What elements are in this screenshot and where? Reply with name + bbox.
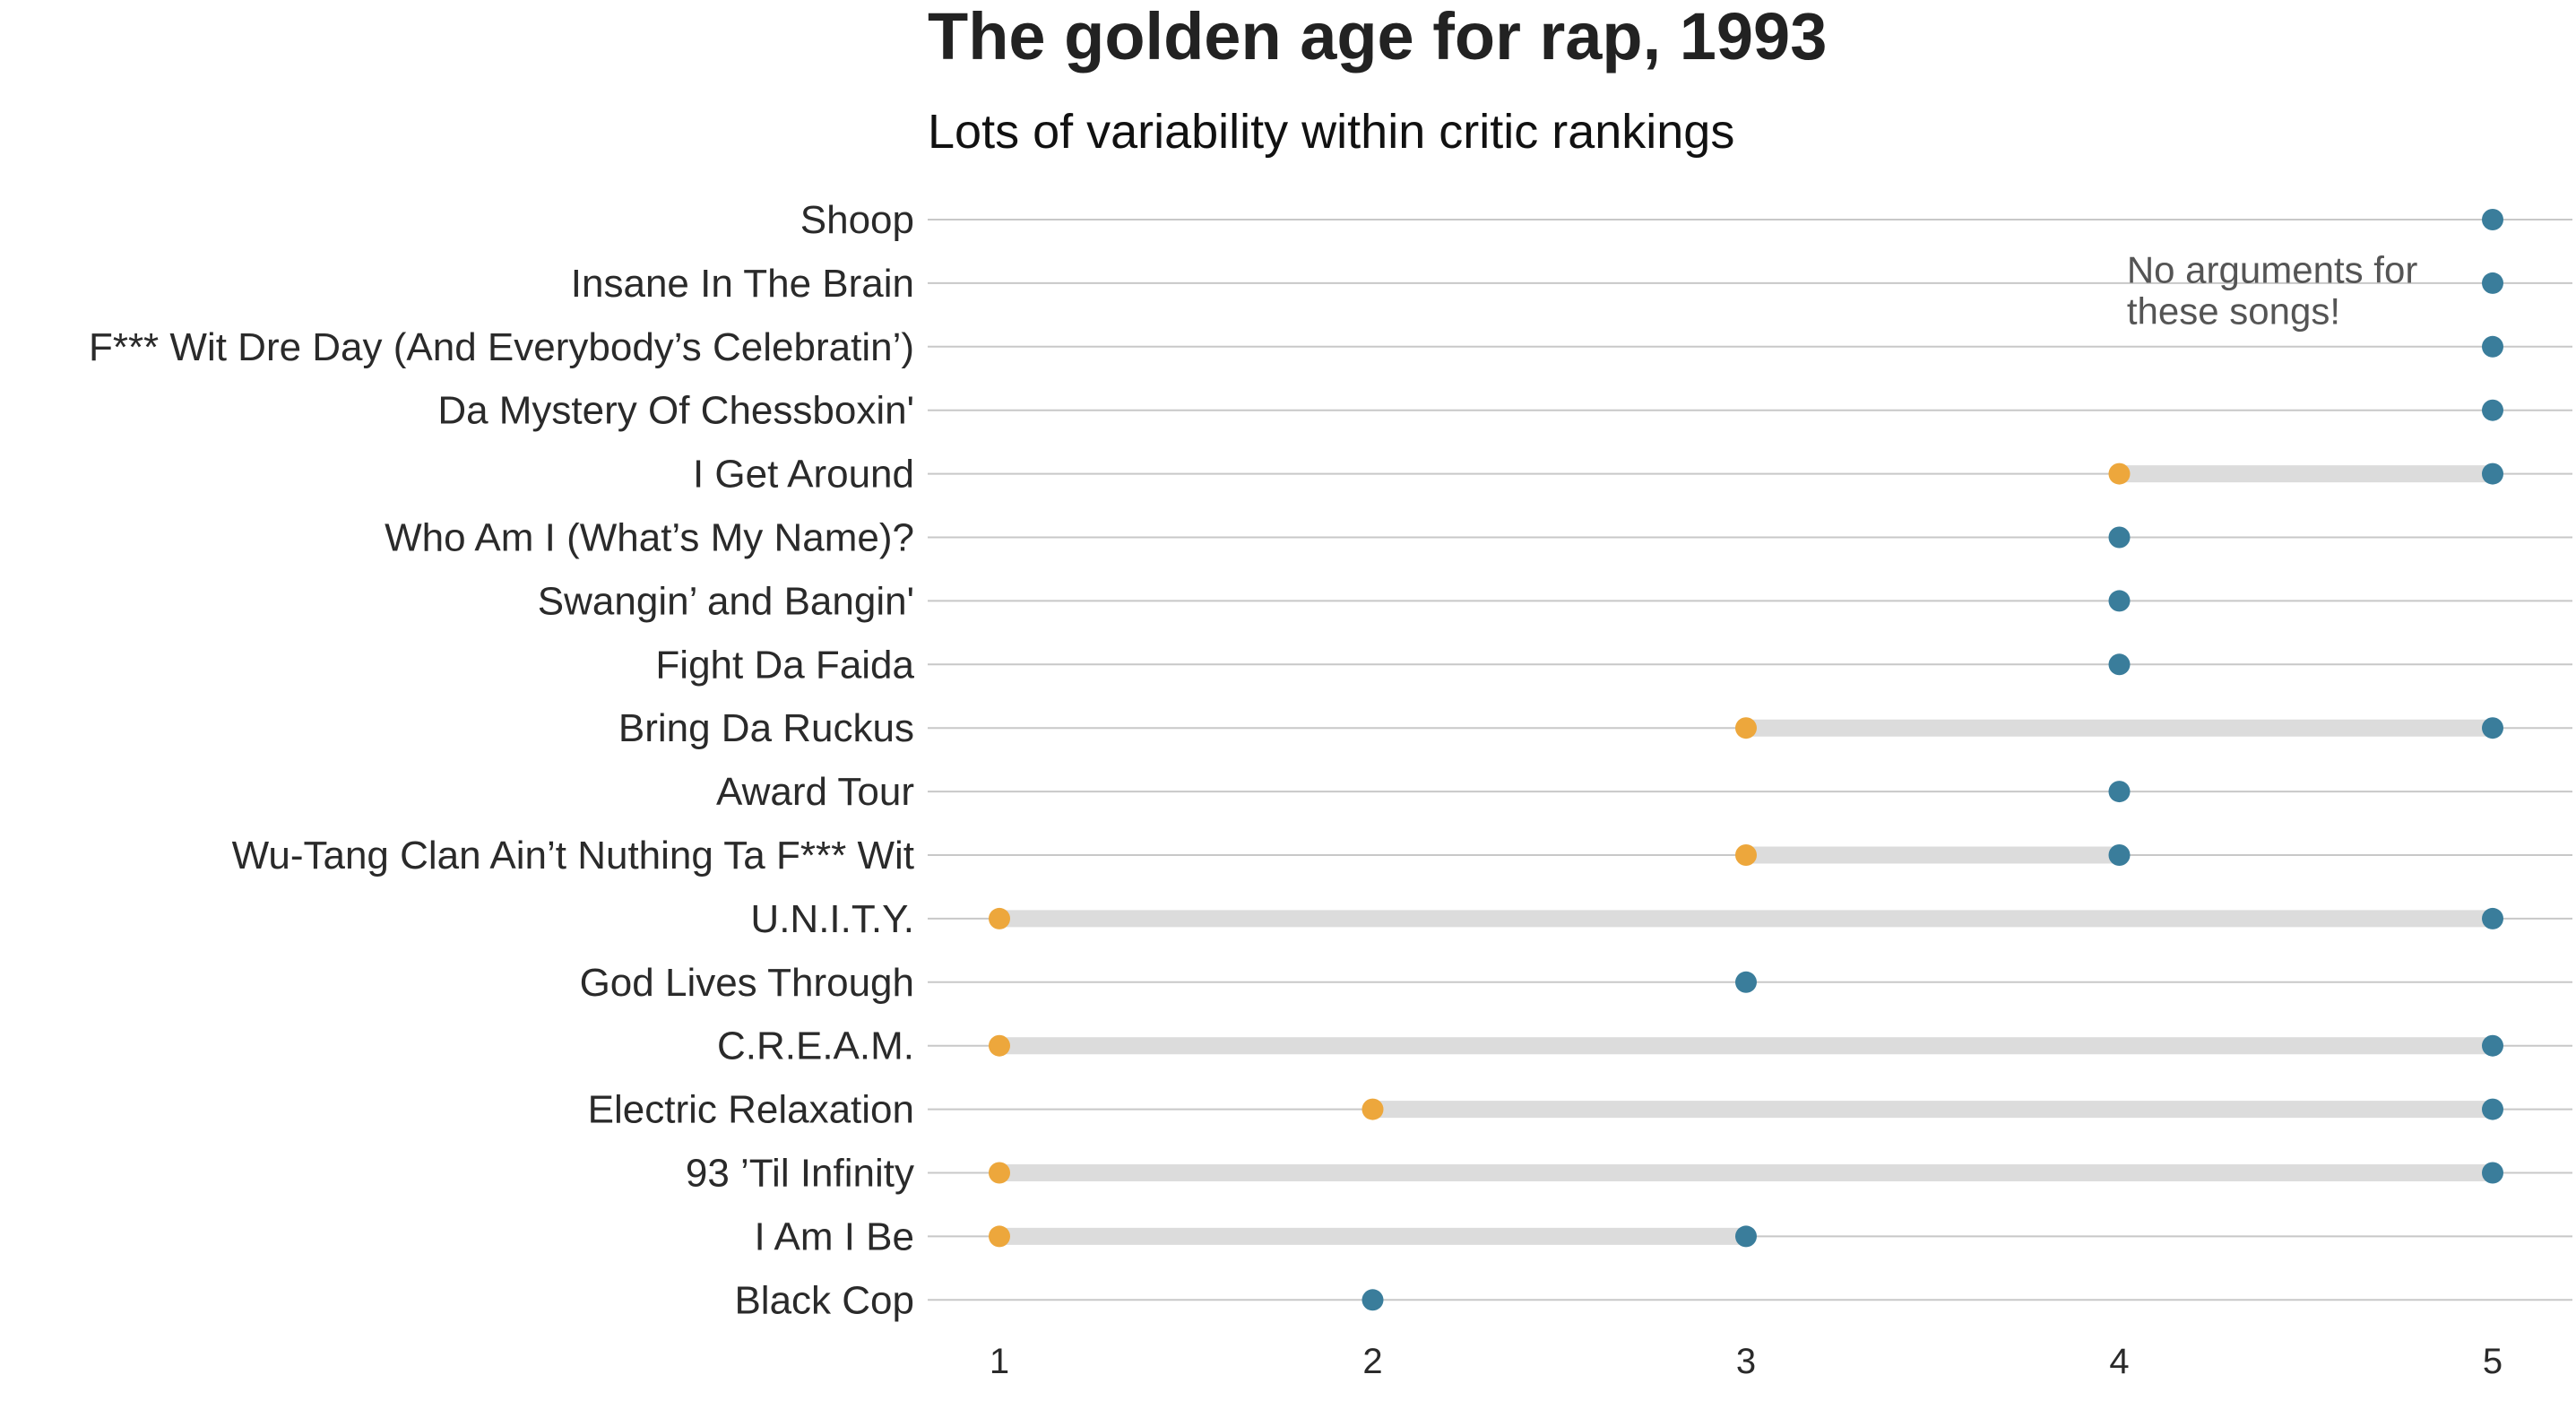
max-point — [2108, 526, 2131, 549]
min-point — [2108, 462, 2131, 485]
annotation-line: these songs! — [2127, 290, 2340, 332]
max-point — [2482, 717, 2503, 739]
max-point — [2108, 844, 2131, 866]
category-labels: Shoop Insane In The Brain F*** Wit Dre Day… — [89, 198, 915, 1322]
chart-subtitle: Lots of variability within critic rankin… — [928, 105, 1734, 159]
dumbbell-segments — [999, 465, 2493, 1245]
min-point — [989, 1034, 1010, 1057]
max-point — [2482, 1034, 2503, 1057]
min-point — [1735, 717, 1757, 739]
max-point — [2108, 590, 2131, 612]
max-point — [2482, 1162, 2503, 1184]
annotation-line: No arguments for — [2127, 248, 2417, 290]
data-points — [989, 209, 2503, 1311]
chart-title: The golden age for rap, 1993 — [928, 0, 1827, 73]
min-point — [989, 1162, 1010, 1184]
x-tick-label: 3 — [1736, 1342, 1756, 1381]
max-point — [2482, 462, 2503, 485]
category-label: I Am I Be — [754, 1215, 914, 1258]
category-label: Da Mystery Of Chessboxin' — [437, 389, 914, 433]
category-label: Bring Da Ruckus — [618, 706, 914, 750]
category-label: Shoop — [800, 198, 914, 242]
category-label: Wu-Tang Clan Ain’t Nuthing Ta F*** Wit — [232, 834, 914, 877]
category-label: Fight Da Faida — [655, 643, 914, 687]
category-label: Swangin’ and Bangin' — [538, 579, 914, 623]
category-label: Award Tour — [716, 770, 914, 814]
max-point — [2482, 399, 2503, 421]
category-label: F*** Wit Dre Day (And Everybody’s Celebr… — [89, 325, 914, 369]
max-point — [1735, 971, 1757, 993]
max-point — [1361, 1289, 1384, 1311]
category-label: Who Am I (What’s My Name)? — [385, 516, 914, 560]
max-point — [2108, 781, 2131, 803]
category-label: C.R.E.A.M. — [717, 1024, 914, 1068]
category-label: Insane In The Brain — [571, 262, 914, 306]
max-point — [2482, 272, 2503, 294]
x-tick-label: 4 — [2109, 1342, 2129, 1381]
min-point — [1361, 1098, 1384, 1120]
x-tick-label: 2 — [1362, 1342, 1382, 1381]
x-axis-ticks: 1 2 3 4 5 — [990, 1342, 2503, 1381]
category-label: Electric Relaxation — [588, 1088, 914, 1132]
min-point — [989, 907, 1010, 929]
category-label: Black Cop — [734, 1278, 914, 1322]
min-point — [989, 1225, 1010, 1248]
max-point — [2482, 209, 2503, 230]
category-label: U.N.I.T.Y. — [750, 897, 914, 941]
x-tick-label: 5 — [2483, 1342, 2503, 1381]
max-point — [1735, 1225, 1757, 1248]
category-label: God Lives Through — [580, 961, 914, 1005]
max-point — [2482, 907, 2503, 929]
min-point — [1735, 844, 1757, 866]
gridlines — [928, 219, 2572, 1301]
max-point — [2482, 335, 2503, 358]
category-label: 93 ’Til Infinity — [686, 1152, 914, 1196]
category-label: I Get Around — [693, 453, 914, 497]
max-point — [2482, 1098, 2503, 1120]
x-tick-label: 1 — [990, 1342, 1009, 1381]
max-point — [2108, 653, 2131, 676]
